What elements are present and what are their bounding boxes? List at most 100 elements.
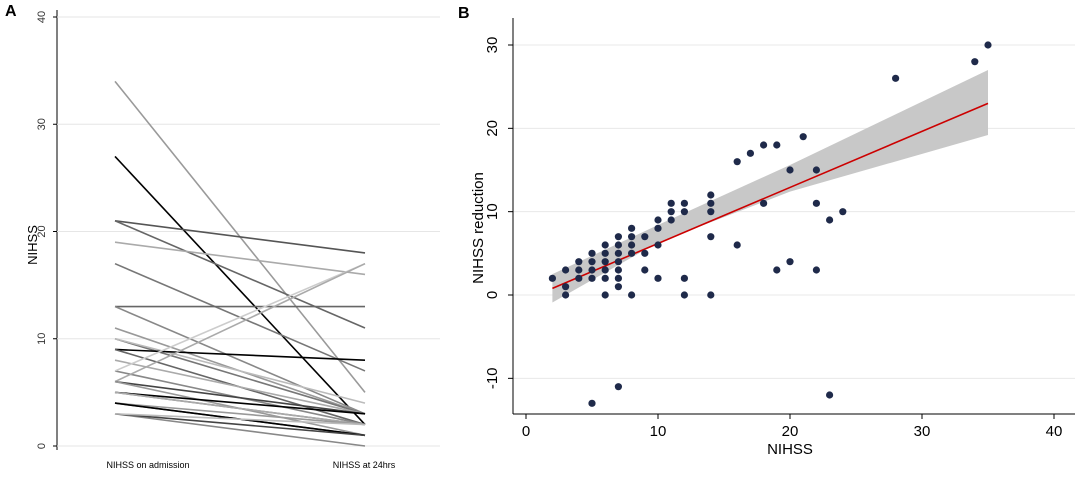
panel-b-y-ticks: -10 0 10 20 30 (484, 37, 513, 389)
panel-a-patient-line (114, 337, 366, 404)
panel-b-scatter-point (733, 158, 741, 166)
panel-b-scatter-point (575, 274, 583, 282)
panel-b-scatter-point (667, 199, 675, 207)
panel-b-scatter-point (786, 166, 794, 174)
panel-b-scatter-point (680, 208, 689, 216)
panel-b-scatter-point (614, 283, 623, 291)
panel-b-scatter-point (614, 266, 623, 274)
panel-b-scatter-point (812, 199, 821, 207)
panel-a-patient-line (114, 391, 366, 426)
panel-b-scatter-point (614, 258, 623, 266)
panel-a-category-24hrs: NIHSS at 24hrs (333, 460, 396, 470)
panel-b-scatter-point (641, 266, 649, 274)
panel-a-patient-line (114, 262, 366, 372)
panel-b-scatter-point (773, 141, 781, 149)
panel-a-patient-line (114, 402, 366, 426)
panel-a-patient-line (114, 220, 366, 329)
panel-a-patient-line (114, 391, 366, 415)
panel-b-scatter-point (614, 233, 623, 241)
panel-a-tick-label: 30 (36, 118, 48, 130)
panel-b: B -10 0 10 20 30 0 10 20 30 40 NIHSS reduction N… (458, 5, 1075, 458)
panel-b-scatter-point (601, 291, 609, 299)
panel-b-scatter-point (628, 249, 636, 257)
panel-a-patient-line (114, 413, 366, 426)
panel-b-scatter-point (575, 266, 583, 274)
panel-a-patient-line (114, 155, 366, 426)
panel-b-scatter-point (733, 241, 741, 249)
panel-b-scatter-point (628, 291, 636, 299)
panel-a-patient-line (114, 380, 366, 415)
panel-b-scatter-point (667, 216, 675, 224)
panel-b-scatter-point (588, 258, 596, 266)
panel-a: A 0 10 20 30 40 NIHSS NIHSS on admission NIH… (5, 3, 440, 470)
panel-b-scatter-point (773, 266, 781, 274)
panel-b-scatter-point (562, 266, 570, 274)
panel-b-scatter-point (892, 74, 900, 82)
panel-a-patient-line (114, 413, 366, 447)
panel-b-scatter-point (588, 399, 596, 407)
panel-b-scatter-point (588, 266, 596, 274)
panel-a-tick-label: 0 (36, 443, 48, 449)
panel-b-y-tick-label: -10 (484, 367, 501, 389)
panel-b-label: B (458, 5, 470, 22)
panel-b-fit-line (552, 102, 989, 290)
panel-a-category-admission: NIHSS on admission (106, 460, 189, 470)
panel-b-y-tick-label: 30 (484, 37, 501, 54)
panel-b-scatter-point (971, 58, 979, 66)
panel-a-patient-line (114, 359, 366, 415)
panel-b-scatter-point (786, 258, 794, 266)
panel-a-y-axis-title: NIHSS (25, 225, 40, 265)
panel-a-patient-line (114, 305, 366, 415)
panel-a-patient-line (114, 348, 366, 361)
panel-b-y-tick-label: 10 (484, 203, 501, 220)
panel-b-grid (513, 44, 1075, 379)
panel-b-scatter-point (826, 216, 834, 224)
panel-b-scatter-point (680, 274, 689, 282)
panel-b-scatter-point (707, 208, 715, 216)
panel-b-scatter-point (680, 199, 689, 207)
panel-b-scatter-point (654, 216, 662, 224)
panel-b-scatter-point (562, 291, 570, 299)
panel-b-scatter-point (588, 249, 596, 257)
panel-b-x-tick-label: 30 (914, 423, 931, 440)
panel-b-scatter-point (614, 274, 623, 282)
panel-b-scatter-point (812, 266, 821, 274)
panel-b-scatter-point (707, 191, 715, 199)
panel-b-scatter-point (628, 241, 636, 249)
panel-b-scatter-point (601, 274, 609, 282)
panel-b-scatter-point (654, 274, 662, 282)
panel-b-scatter-point (601, 258, 609, 266)
panel-b-confidence-band (552, 70, 988, 303)
panel-b-scatter-point (562, 283, 570, 291)
panel-b-x-tick-label: 40 (1046, 423, 1063, 440)
panel-b-scatter-point (548, 274, 557, 282)
panel-b-scatter-point (707, 233, 715, 241)
panel-a-label: A (5, 3, 17, 20)
panel-b-scatter-point (601, 266, 609, 274)
panel-a-series (114, 80, 366, 447)
panel-b-y-tick-label: 20 (484, 120, 501, 137)
panel-a-tick-label: 40 (36, 11, 48, 23)
panel-b-points (548, 41, 992, 407)
panel-a-patient-line (114, 262, 366, 383)
panel-b-y-axis-title: NIHSS reduction (470, 172, 487, 284)
panel-b-scatter-point (628, 224, 636, 232)
panel-b-scatter-point (826, 391, 834, 399)
panel-b-scatter-point (628, 233, 636, 241)
panel-b-scatter-point (614, 383, 623, 391)
panel-b-scatter-point (614, 241, 623, 249)
panel-b-scatter-point (614, 249, 623, 257)
panel-b-scatter-point (588, 274, 596, 282)
panel-b-scatter-point (839, 208, 847, 216)
panel-b-scatter-point (812, 166, 821, 174)
panel-a-patient-line (114, 413, 366, 437)
panel-a-tick-label: 10 (36, 333, 48, 345)
panel-a-y-ticks: 0 10 20 30 40 (36, 11, 57, 449)
panel-b-scatter-point (667, 208, 675, 216)
panel-b-x-axis-title: NIHSS (767, 441, 813, 458)
panel-b-y-tick-label: 0 (484, 291, 501, 299)
panel-a-patient-line (114, 219, 366, 254)
panel-b-scatter-point (680, 291, 689, 299)
panel-b-scatter-point (601, 249, 609, 257)
